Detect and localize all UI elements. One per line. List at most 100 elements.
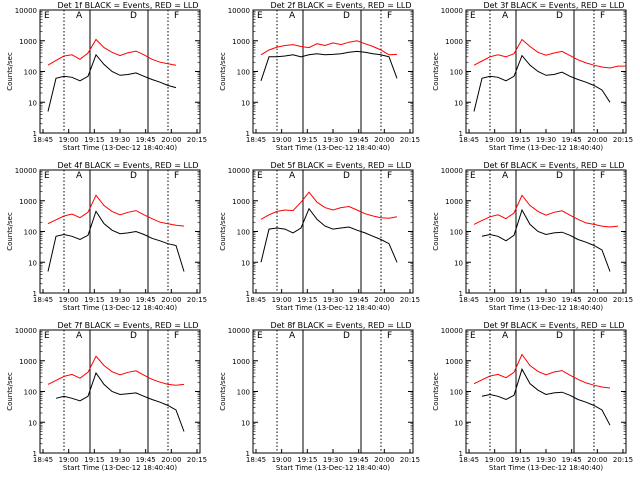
panel-3-ylabel: Counts/sec bbox=[432, 52, 440, 91]
panel-7-xtick-label: 19:45 bbox=[136, 456, 156, 464]
panel-8-ytick-label: 100 bbox=[237, 389, 250, 397]
panel-9-ytick-label: 1 bbox=[459, 450, 463, 458]
panel-3-ytick-label: 10000 bbox=[441, 7, 463, 15]
panel-1-ytick-label: 100 bbox=[24, 69, 37, 77]
panel-5-ytick-label: 100 bbox=[237, 229, 250, 237]
panel-2-xtick-label: 19:30 bbox=[323, 136, 343, 144]
panel-7-marker-label: A bbox=[76, 331, 83, 341]
panel-5-ytick-label: 10000 bbox=[228, 167, 250, 175]
panel-4-ylabel: Counts/sec bbox=[6, 212, 14, 251]
panel-8-marker-label: F bbox=[387, 331, 392, 341]
panel-1-xtick-label: 20:00 bbox=[161, 136, 181, 144]
panel-2-xtick-label: 19:45 bbox=[349, 136, 369, 144]
panel-3-marker-label: D bbox=[556, 11, 563, 21]
panel-9-xtick-label: 18:45 bbox=[459, 456, 479, 464]
panel-4-xtick-label: 20:15 bbox=[187, 296, 207, 304]
panel-5-series-lld bbox=[260, 191, 398, 220]
panel-3-marker-label: E bbox=[470, 11, 476, 21]
panel-6-ytick-label: 10000 bbox=[441, 167, 463, 175]
panel-1-xtick-label: 20:15 bbox=[187, 136, 207, 144]
panel-4-ytick-label: 10 bbox=[28, 259, 37, 267]
panel-9-xlabel: Start Time (13-Dec-12 18:40:40) bbox=[489, 464, 603, 472]
panel-5-xtick-label: 19:15 bbox=[297, 296, 317, 304]
panel-3-series-lld bbox=[473, 38, 626, 69]
panel-6-ytick-label: 1000 bbox=[445, 198, 463, 206]
panel-2-series-events bbox=[260, 50, 398, 81]
panel-5-ytick-label: 1000 bbox=[232, 198, 250, 206]
panel-1-ytick-label: 10 bbox=[28, 99, 37, 107]
panel-2-title: Det 2f BLACK = Events, RED = LLD bbox=[270, 1, 411, 10]
panel-6-title: Det 6f BLACK = Events, RED = LLD bbox=[483, 161, 624, 170]
panel-8-ytick-label: 10 bbox=[241, 419, 250, 427]
panel-9-xtick-label: 19:30 bbox=[536, 456, 556, 464]
panel-4-ytick-label: 1 bbox=[33, 290, 37, 298]
panel-4-xtick-label: 20:00 bbox=[161, 296, 181, 304]
panel-7-ytick-label: 1 bbox=[33, 450, 37, 458]
panel-5-marker-label: F bbox=[387, 171, 392, 181]
panel-6-marker-label: D bbox=[556, 171, 563, 181]
panel-1: Det 1f BLACK = Events, RED = LLD 1 10 100 10… bbox=[6, 1, 207, 152]
panel-4-xtick-label: 18:45 bbox=[33, 296, 53, 304]
panel-9-title: Det 9f BLACK = Events, RED = LLD bbox=[483, 321, 624, 330]
panel-2-xtick-label: 20:15 bbox=[400, 136, 420, 144]
panel-1-xtick-label: 19:00 bbox=[59, 136, 79, 144]
panel-5-xtick-label: 19:30 bbox=[323, 296, 343, 304]
panel-2-xtick-label: 18:45 bbox=[246, 136, 266, 144]
panel-4-series-lld bbox=[47, 194, 185, 227]
panel-2-ytick-label: 100 bbox=[237, 69, 250, 77]
panel-5-series-events bbox=[260, 207, 398, 263]
panel-5: Det 5f BLACK = Events, RED = LLD 1 10 100 10… bbox=[219, 161, 420, 312]
panel-9-xtick-label: 19:00 bbox=[485, 456, 505, 464]
panel-5-marker-label: A bbox=[289, 171, 296, 181]
panel-3-xtick-label: 19:30 bbox=[536, 136, 556, 144]
panel-6-series-lld bbox=[473, 194, 619, 228]
panel-9-ytick-label: 10000 bbox=[441, 327, 463, 335]
panel-2-ytick-label: 1000 bbox=[232, 38, 250, 46]
panel-3-xtick-label: 18:45 bbox=[459, 136, 479, 144]
panel-6: Det 6f BLACK = Events, RED = LLD 1 10 100 10… bbox=[432, 161, 633, 312]
panel-8-title: Det 8f BLACK = Events, RED = LLD bbox=[270, 321, 411, 330]
panel-9-series-lld bbox=[473, 353, 611, 389]
panel-8-xtick-label: 19:00 bbox=[272, 456, 292, 464]
panel-2-xtick-label: 19:15 bbox=[297, 136, 317, 144]
panel-7-xtick-label: 20:00 bbox=[161, 456, 181, 464]
panel-7-xtick-label: 18:45 bbox=[33, 456, 53, 464]
panel-5-xtick-label: 19:45 bbox=[349, 296, 369, 304]
panel-5-xlabel: Start Time (13-Dec-12 18:40:40) bbox=[276, 304, 390, 312]
panel-4-marker-label: A bbox=[76, 171, 83, 181]
panel-1-ytick-label: 1 bbox=[33, 130, 37, 138]
panel-1-xtick-label: 19:30 bbox=[110, 136, 130, 144]
panel-2-ylabel: Counts/sec bbox=[219, 52, 227, 91]
panel-9: Det 9f BLACK = Events, RED = LLD 1 10 100 10… bbox=[432, 321, 633, 472]
panel-1-xtick-label: 18:45 bbox=[33, 136, 53, 144]
panel-1-xtick-label: 19:15 bbox=[84, 136, 104, 144]
panel-8-marker-label: A bbox=[289, 331, 296, 341]
panel-4-xtick-label: 19:45 bbox=[136, 296, 156, 304]
panel-8-ytick-label: 1 bbox=[246, 450, 250, 458]
panel-1-xtick-label: 19:45 bbox=[136, 136, 156, 144]
panel-3-xtick-label: 19:00 bbox=[485, 136, 505, 144]
panel-6-ytick-label: 100 bbox=[450, 229, 463, 237]
panel-3-xlabel: Start Time (13-Dec-12 18:40:40) bbox=[489, 144, 603, 152]
panel-8-ytick-label: 10000 bbox=[228, 327, 250, 335]
panel-4-xtick-label: 19:00 bbox=[59, 296, 79, 304]
panel-3-xtick-label: 20:15 bbox=[613, 136, 633, 144]
panel-8-xtick-label: 19:15 bbox=[297, 456, 317, 464]
panel-3-ytick-label: 1000 bbox=[445, 38, 463, 46]
panel-6-xtick-label: 18:45 bbox=[459, 296, 479, 304]
panel-4-series-events bbox=[47, 210, 185, 272]
panel-9-ylabel: Counts/sec bbox=[432, 372, 440, 411]
panel-3-marker-label: A bbox=[502, 11, 509, 21]
panel-8-xlabel: Start Time (13-Dec-12 18:40:40) bbox=[276, 464, 390, 472]
panel-5-xtick-label: 20:00 bbox=[374, 296, 394, 304]
panel-5-marker-label: D bbox=[343, 171, 350, 181]
panel-7-marker-label: D bbox=[130, 331, 137, 341]
panel-6-ylabel: Counts/sec bbox=[432, 212, 440, 251]
panel-8-xtick-label: 20:15 bbox=[400, 456, 420, 464]
panel-1-series-events bbox=[47, 53, 177, 112]
panel-9-marker-label: F bbox=[600, 331, 605, 341]
panel-6-xtick-label: 19:30 bbox=[536, 296, 556, 304]
panel-1-marker-label: A bbox=[76, 11, 83, 21]
panel-1-series-lld bbox=[48, 40, 200, 67]
panel-4-xtick-label: 19:30 bbox=[110, 296, 130, 304]
